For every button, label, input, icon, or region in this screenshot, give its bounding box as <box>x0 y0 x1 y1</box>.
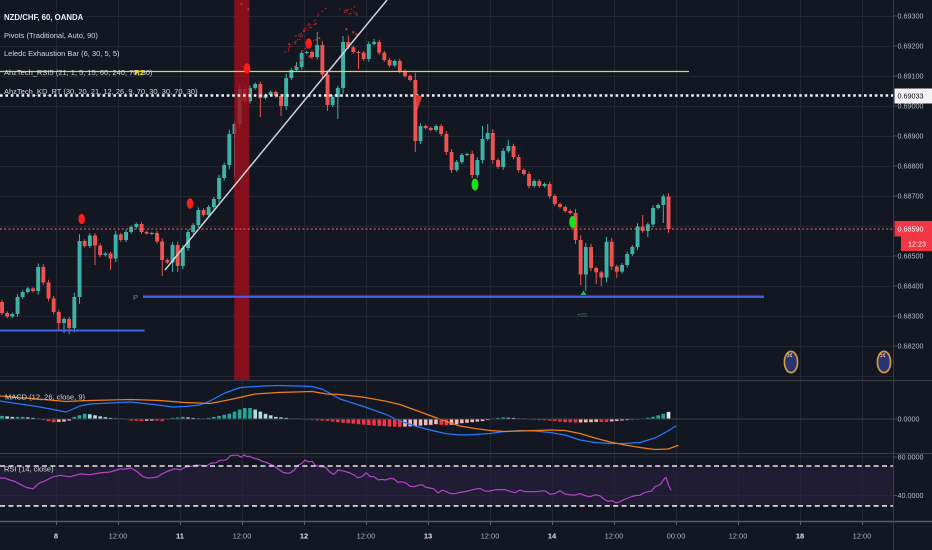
svg-text:0.0000: 0.0000 <box>898 415 920 424</box>
svg-text:0.69200: 0.69200 <box>898 42 924 51</box>
svg-text:12:00: 12:00 <box>233 532 252 541</box>
svg-text:AhzTech_RSI5 (21, 1, 5, 15, 60: AhzTech_RSI5 (21, 1, 5, 15, 60, 240, 70,… <box>4 68 153 77</box>
svg-text:13: 13 <box>424 532 432 541</box>
svg-text:12:00: 12:00 <box>357 532 376 541</box>
svg-text:NZD/CHF, 60, OANDA: NZD/CHF, 60, OANDA <box>4 13 84 22</box>
svg-text:0.68800: 0.68800 <box>898 162 924 171</box>
svg-text:0.68900: 0.68900 <box>898 132 924 141</box>
svg-text:8: 8 <box>54 532 58 541</box>
svg-text:0.69100: 0.69100 <box>898 72 924 81</box>
svg-text:0.68500: 0.68500 <box>898 252 924 261</box>
svg-text:80.0000: 80.0000 <box>898 453 924 462</box>
svg-text:12:00: 12:00 <box>853 532 872 541</box>
svg-text:12:00: 12:00 <box>109 532 128 541</box>
svg-text:AhzTech_KD_RT (30, 20, 21, 12,: AhzTech_KD_RT (30, 20, 21, 12, 26, 9, 70… <box>4 87 198 96</box>
svg-text:0.68590: 0.68590 <box>898 225 924 234</box>
svg-text:0.68400: 0.68400 <box>898 282 924 291</box>
svg-text:0.68700: 0.68700 <box>898 192 924 201</box>
svg-text:0.69033: 0.69033 <box>898 92 924 101</box>
svg-text:12:00: 12:00 <box>605 532 624 541</box>
svg-text:00:00: 00:00 <box>667 532 686 541</box>
svg-text:12:23: 12:23 <box>908 240 926 249</box>
svg-text:12:00: 12:00 <box>481 532 500 541</box>
svg-text:MACD (12, 26, close, 9): MACD (12, 26, close, 9) <box>5 393 86 402</box>
svg-text:0.69300: 0.69300 <box>898 12 924 21</box>
svg-text:11: 11 <box>176 532 184 541</box>
svg-text:0.68200: 0.68200 <box>898 342 924 351</box>
svg-text:40.0000: 40.0000 <box>898 491 924 500</box>
svg-text:12:00: 12:00 <box>729 532 748 541</box>
svg-text:P: P <box>133 293 138 302</box>
svg-text:14: 14 <box>548 532 557 541</box>
svg-text:18: 18 <box>796 532 804 541</box>
svg-text:0.68300: 0.68300 <box>898 312 924 321</box>
svg-text:12: 12 <box>300 532 308 541</box>
svg-text:Leledc Exhaustion Bar (6, 30,: Leledc Exhaustion Bar (6, 30, 5, 5) <box>4 49 120 58</box>
svg-text:+m: +m <box>577 312 587 319</box>
svg-text:R2: R2 <box>135 68 145 77</box>
svg-text:Pivots (Traditional, Auto, 90): Pivots (Traditional, Auto, 90) <box>4 31 98 40</box>
svg-text:0.69000: 0.69000 <box>898 102 924 111</box>
svg-text:RSI (14, close): RSI (14, close) <box>4 465 54 474</box>
